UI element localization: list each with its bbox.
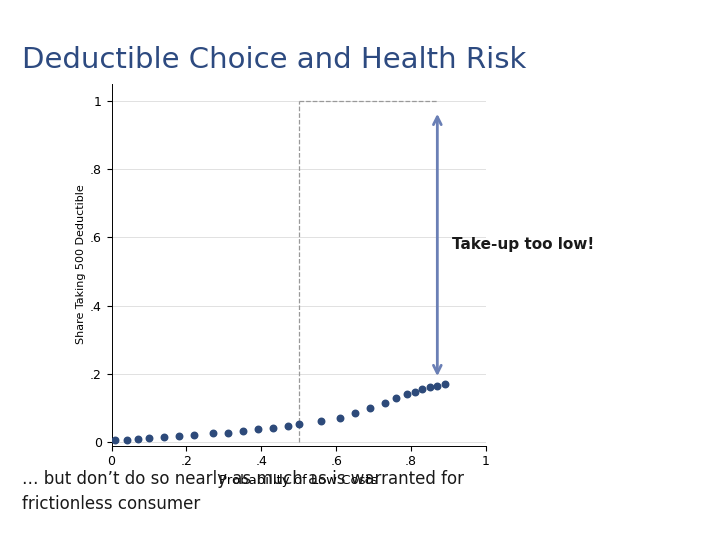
Point	[334, 413, 346, 422]
Text: Take-up too low!: Take-up too low!	[452, 238, 595, 253]
Text: … but don’t do so nearly as much as is warranted for
frictionless consumer: … but don’t do so nearly as much as is w…	[22, 470, 464, 513]
Point	[402, 390, 413, 399]
Point	[293, 420, 305, 429]
Point	[349, 409, 361, 417]
Point	[282, 422, 293, 430]
Point	[158, 433, 170, 441]
Point	[439, 380, 451, 388]
Text: Managed Competition in the Netherlands - Spinnewijn: Managed Competition in the Netherlands -…	[199, 11, 521, 24]
Text: Deductible Choice and Health Risk: Deductible Choice and Health Risk	[22, 46, 526, 74]
Point	[237, 427, 248, 435]
Point	[121, 435, 132, 444]
Point	[431, 381, 443, 390]
Point	[174, 431, 185, 440]
Point	[315, 416, 327, 425]
Point	[364, 403, 376, 412]
Point	[390, 394, 402, 403]
Point	[409, 387, 420, 396]
Point	[143, 434, 155, 442]
Point	[207, 429, 218, 437]
Point	[109, 436, 121, 445]
Point	[252, 425, 264, 434]
Point	[379, 399, 391, 407]
Point	[424, 383, 436, 392]
X-axis label: Probability of Low Costs: Probability of Low Costs	[220, 474, 378, 487]
Point	[417, 385, 428, 394]
Point	[222, 428, 233, 437]
Point	[132, 435, 143, 443]
Y-axis label: Share Taking 500 Deductible: Share Taking 500 Deductible	[76, 185, 86, 345]
Point	[267, 423, 279, 432]
Point	[188, 430, 199, 439]
